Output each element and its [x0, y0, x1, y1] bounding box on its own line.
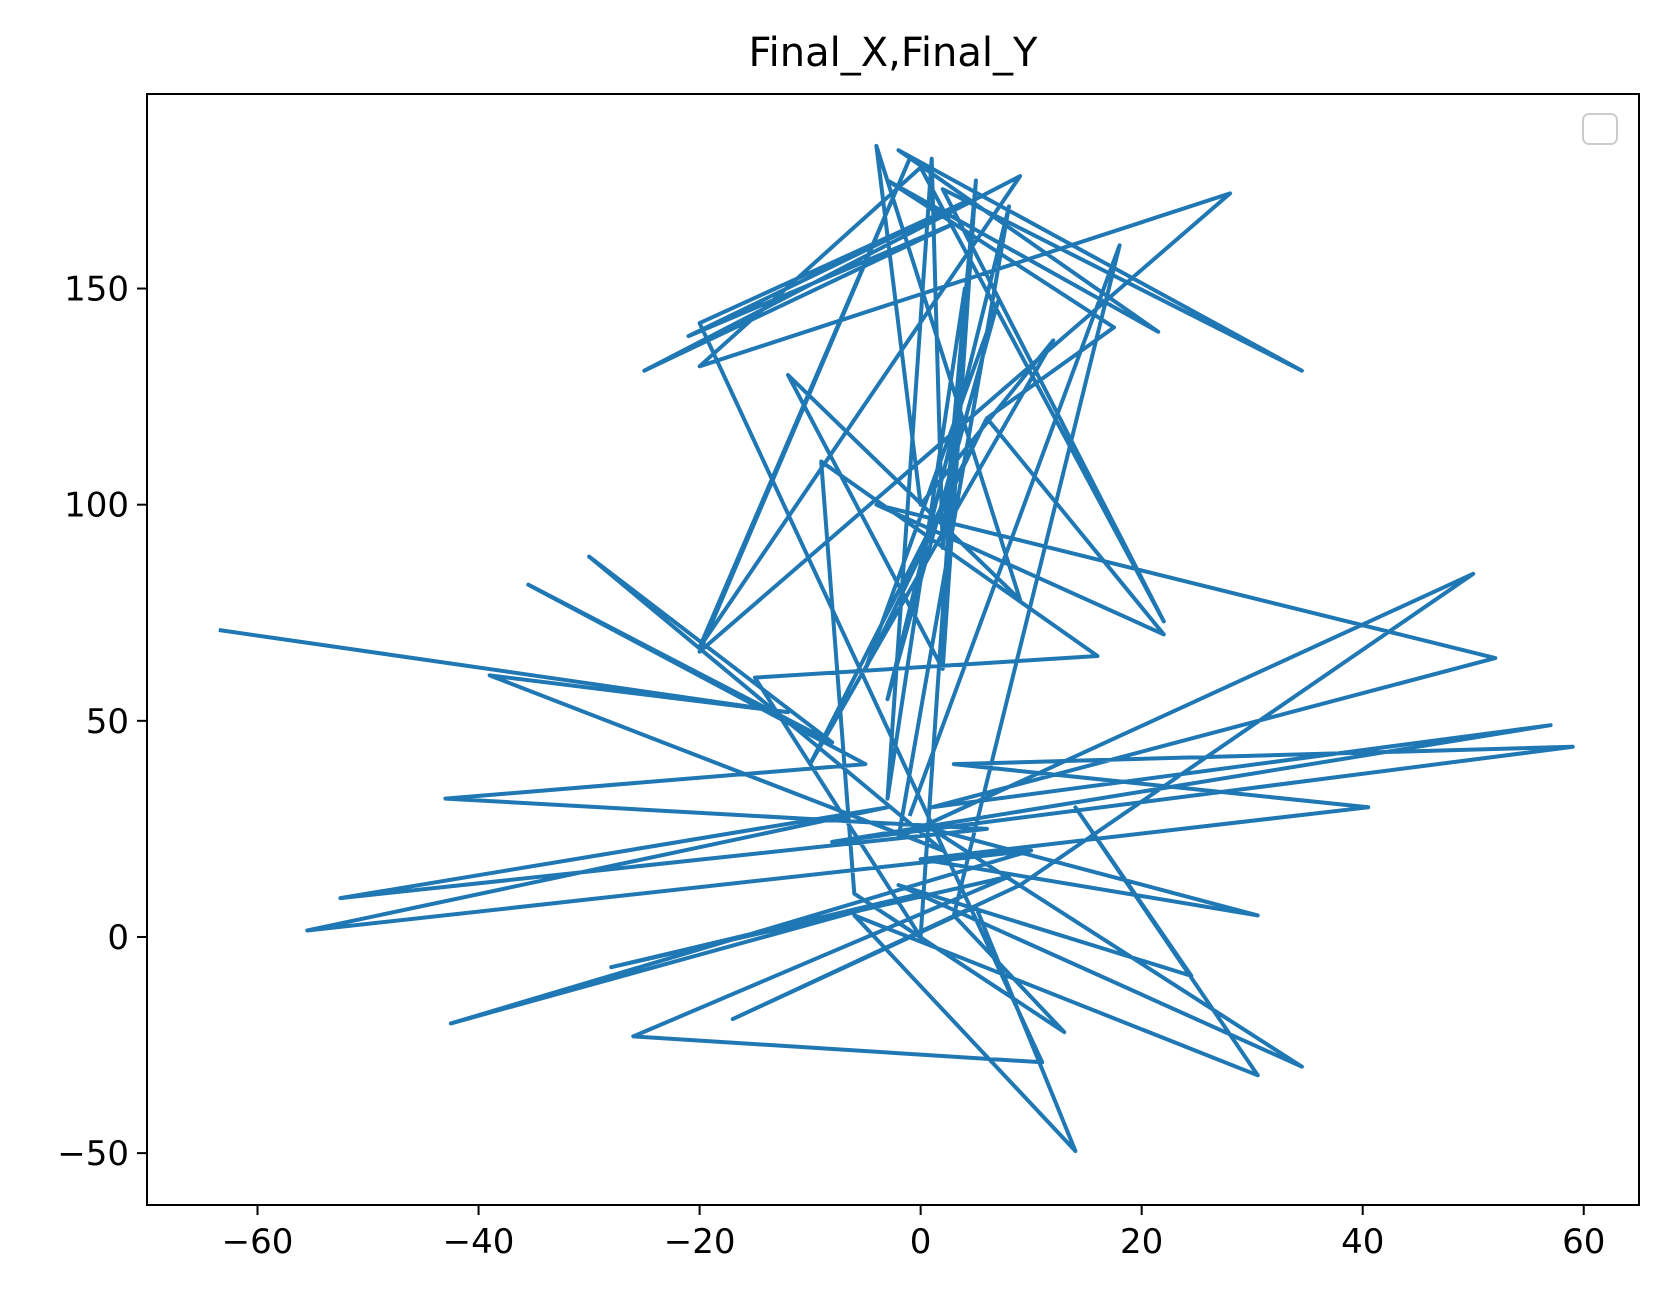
series-layer: [218, 143, 1575, 1153]
chart-title: Final_X,Final_Y: [749, 30, 1038, 76]
x-tick-label: −60: [222, 1222, 294, 1262]
y-axis: −50 0 50 100 150: [57, 270, 147, 1174]
x-tick-label: 40: [1341, 1222, 1384, 1262]
y-tick-label: 50: [86, 702, 129, 742]
x-tick-label: −20: [664, 1222, 736, 1262]
series-line-0: [218, 143, 1575, 1153]
y-tick-label: 0: [107, 918, 129, 958]
y-tick-label: 150: [64, 270, 129, 310]
x-tick-label: 20: [1120, 1222, 1163, 1262]
plot-frame: [146, 93, 1640, 1206]
x-tick-label: 60: [1562, 1222, 1605, 1262]
y-tick-label: 100: [64, 486, 129, 526]
x-tick-label: 0: [910, 1222, 932, 1262]
legend-box: [1582, 113, 1618, 145]
x-axis: −60 −40 −20 0 20 40 60: [222, 1205, 1605, 1262]
y-tick-label: −50: [57, 1134, 129, 1174]
x-tick-label: −40: [443, 1222, 515, 1262]
